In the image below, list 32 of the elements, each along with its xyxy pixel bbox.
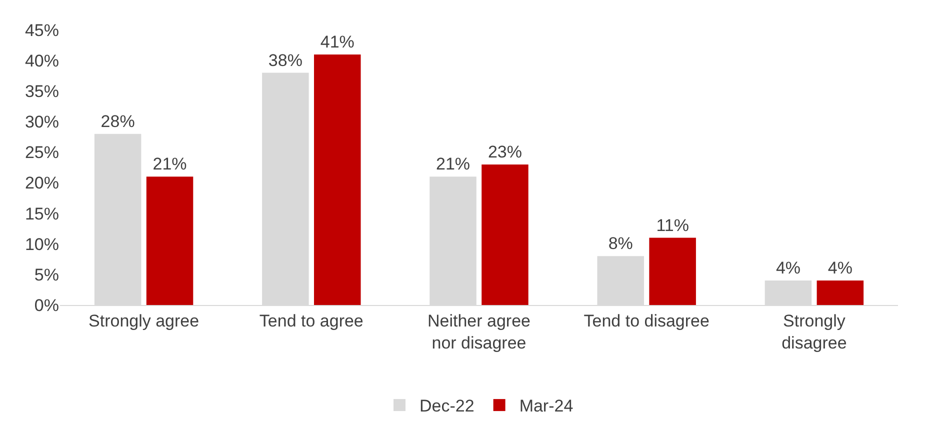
y-tick-label: 40% xyxy=(24,52,59,71)
bar xyxy=(314,54,361,305)
y-tick-label: 5% xyxy=(34,265,59,284)
legend-label: Dec-22 xyxy=(420,396,474,416)
bar xyxy=(482,164,528,305)
bar xyxy=(146,176,194,305)
y-tick-label: 15% xyxy=(24,204,59,224)
data-label: 21% xyxy=(152,154,187,174)
y-tick-label: 30% xyxy=(24,112,59,132)
x-tick-label: Tend to disagree xyxy=(584,311,710,330)
y-tick-label: 20% xyxy=(24,174,59,193)
x-tick-label: Neither agree nor disagree xyxy=(427,311,531,352)
x-tick-label: Strongly agree xyxy=(88,311,200,330)
y-tick-label: 25% xyxy=(24,143,59,162)
data-label: 23% xyxy=(488,142,522,162)
y-tick-label: 45% xyxy=(24,20,59,40)
x-tick-label: Strongly disagree xyxy=(782,311,847,352)
y-tick-label: 0% xyxy=(34,296,59,315)
data-label: 8% xyxy=(608,234,633,254)
data-label: 28% xyxy=(100,112,135,131)
x-tick-label: Tend to agree xyxy=(259,311,364,330)
bar xyxy=(649,238,696,305)
bar xyxy=(816,280,864,305)
data-label: 4% xyxy=(828,258,852,278)
legend-label: Mar-24 xyxy=(519,396,574,416)
data-label: 41% xyxy=(320,32,354,52)
data-label: 11% xyxy=(656,216,689,235)
data-label: 21% xyxy=(436,154,470,174)
data-label: 4% xyxy=(776,258,801,278)
y-tick-label: 35% xyxy=(24,82,59,102)
data-label: 38% xyxy=(268,50,302,70)
y-tick-label: 10% xyxy=(24,234,59,254)
